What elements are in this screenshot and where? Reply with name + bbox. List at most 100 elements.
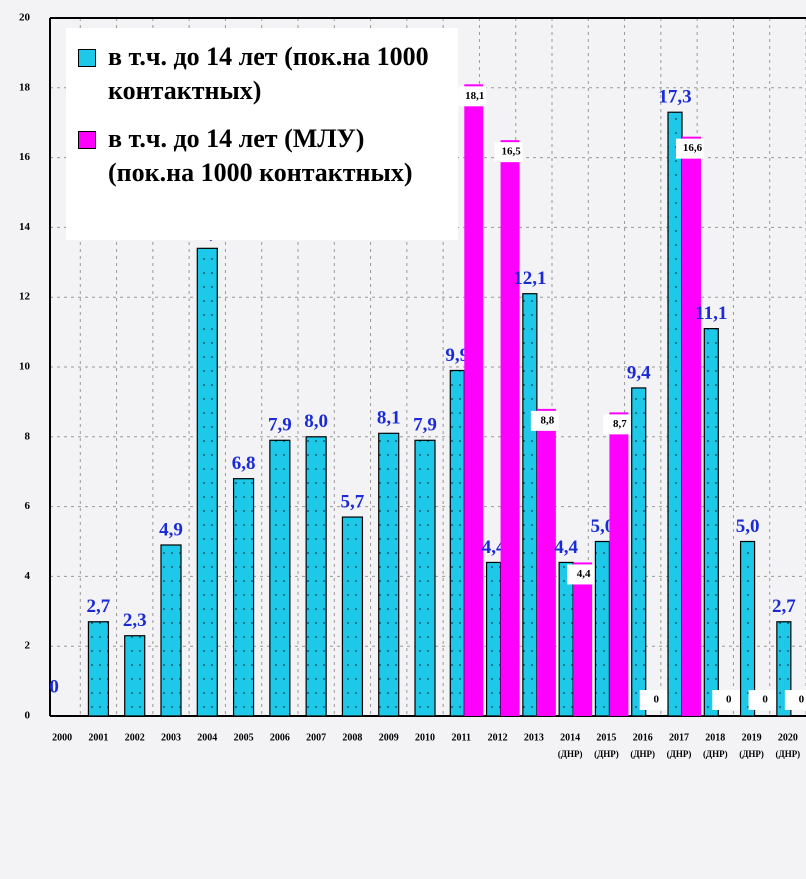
bar xyxy=(609,412,629,716)
value-label-box xyxy=(748,690,777,710)
value-label-box xyxy=(639,690,668,710)
value-label: 0 xyxy=(653,694,659,706)
value-label: 16,6 xyxy=(683,142,703,154)
x-tick-label: 2014 xyxy=(560,732,580,743)
bar xyxy=(232,478,255,717)
bar xyxy=(558,561,574,717)
legend-swatch xyxy=(78,49,96,67)
bar xyxy=(269,439,291,717)
x-tick-label: 2001 xyxy=(88,732,108,743)
value-label: 4,4 xyxy=(554,537,578,558)
x-tick-label: 2019 xyxy=(742,732,762,743)
value-label: 8,1 xyxy=(377,408,401,429)
bar xyxy=(703,328,719,717)
bar xyxy=(522,293,538,717)
x-tick-note: (ДНР) xyxy=(558,749,583,759)
value-label: 0 xyxy=(49,676,59,697)
value-label: 0 xyxy=(726,694,732,706)
value-label-box xyxy=(603,414,632,435)
x-tick-label: 2006 xyxy=(270,732,290,743)
value-label: 4,4 xyxy=(577,568,591,580)
value-label-box xyxy=(530,410,559,431)
value-label: 2,7 xyxy=(87,596,111,617)
value-label-box xyxy=(784,690,806,710)
x-tick-label: 2007 xyxy=(306,732,326,743)
x-tick-label: 2010 xyxy=(415,732,435,743)
x-tick-label: 2011 xyxy=(452,732,471,743)
x-tick-note: (ДНР) xyxy=(594,749,619,759)
value-label: 5,0 xyxy=(736,516,760,537)
legend-swatch xyxy=(78,131,96,149)
value-label: 2,7 xyxy=(772,596,796,617)
y-tick-label: 14 xyxy=(19,221,31,233)
y-tick-label: 8 xyxy=(25,430,31,442)
bar xyxy=(573,562,593,716)
x-tick-label: 2005 xyxy=(234,732,254,743)
x-tick-label: 2000 xyxy=(52,732,72,743)
x-tick-note: (ДНР) xyxy=(667,749,692,759)
value-label-box xyxy=(712,690,741,710)
bar xyxy=(739,540,756,717)
value-label-box xyxy=(676,138,704,159)
value-label: 0 xyxy=(799,694,805,706)
bar xyxy=(682,136,701,716)
value-label: 4,4 xyxy=(482,537,506,558)
bar xyxy=(464,84,484,716)
bar xyxy=(631,387,647,717)
y-tick-label: 0 xyxy=(25,710,31,722)
value-label: 5,7 xyxy=(341,491,365,512)
value-label: 11,1 xyxy=(695,303,727,324)
y-tick-label: 18 xyxy=(19,81,31,93)
value-label: 18,1 xyxy=(465,90,484,102)
legend-entry: в т.ч. до 14 лет (МЛУ) (пок.на 1000 конт… xyxy=(78,122,450,190)
x-tick-label: 2017 xyxy=(669,732,689,743)
x-tick-note: (ДНР) xyxy=(630,749,655,759)
y-tick-label: 10 xyxy=(19,361,31,373)
bar xyxy=(485,561,502,717)
x-tick-label: 2009 xyxy=(379,732,399,743)
x-tick-label: 2016 xyxy=(633,732,653,743)
bar xyxy=(341,516,364,717)
x-tick-note: (ДНР) xyxy=(739,749,764,759)
value-label: 7,9 xyxy=(413,415,437,436)
value-label-box xyxy=(567,564,596,585)
y-tick-label: 20 xyxy=(19,12,31,24)
x-tick-note: (ДНР) xyxy=(703,749,728,759)
value-label: 8,7 xyxy=(613,418,627,430)
x-tick-label: 2012 xyxy=(488,732,508,743)
bar xyxy=(305,436,327,717)
legend-label: в т.ч. до 14 лет (пок.на 1000 контактных… xyxy=(108,42,429,105)
y-tick-label: 12 xyxy=(19,291,31,303)
value-label: 2,3 xyxy=(123,610,147,631)
y-tick-label: 16 xyxy=(19,151,31,163)
bar xyxy=(449,369,465,717)
x-tick-label: 2004 xyxy=(197,732,217,743)
value-label: 9,4 xyxy=(627,362,651,383)
value-label: 4,9 xyxy=(159,519,183,540)
x-tick-label: 2003 xyxy=(161,732,181,743)
bar xyxy=(594,540,611,717)
y-tick-label: 4 xyxy=(25,570,31,582)
y-tick-label: 2 xyxy=(25,640,31,652)
bar xyxy=(667,111,683,717)
value-label-box xyxy=(458,86,487,107)
bar xyxy=(160,544,182,717)
x-tick-label: 2008 xyxy=(342,732,362,743)
value-label: 16,5 xyxy=(501,146,521,158)
value-label-box xyxy=(494,142,523,163)
bar xyxy=(196,247,218,717)
legend-label: в т.ч. до 14 лет (МЛУ) (пок.на 1000 конт… xyxy=(108,124,413,187)
value-label: 7,9 xyxy=(268,415,292,436)
legend-entry: в т.ч. до 14 лет (пок.на 1000 контактных… xyxy=(78,40,450,108)
x-tick-note: (ДНР) xyxy=(776,749,801,759)
y-tick-label: 6 xyxy=(25,500,31,512)
x-tick-label: 2002 xyxy=(125,732,145,743)
value-label: 8,8 xyxy=(540,414,554,426)
x-tick-label: 2013 xyxy=(524,732,544,743)
x-tick-label: 2020 xyxy=(778,732,798,743)
bar xyxy=(378,432,400,717)
bar xyxy=(414,439,436,717)
bar xyxy=(87,621,110,717)
x-tick-label: 2018 xyxy=(705,732,725,743)
